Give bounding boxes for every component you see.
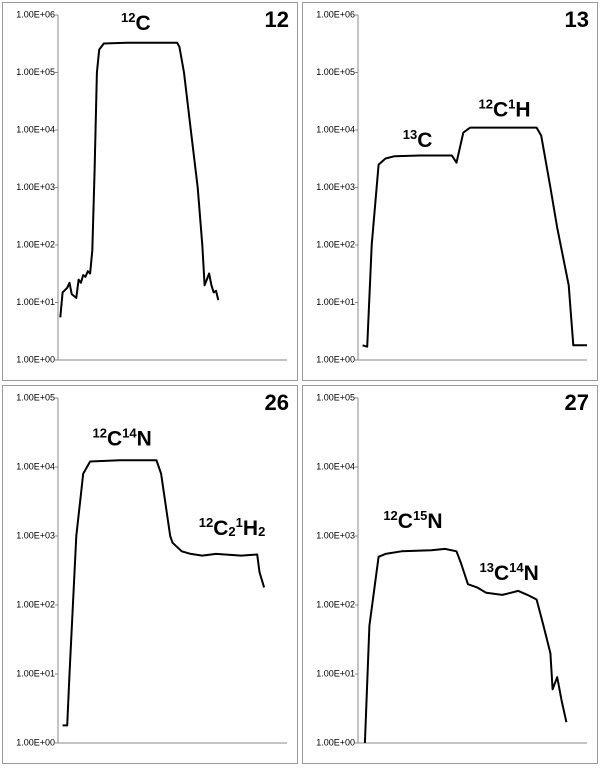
data-line: [363, 547, 568, 744]
panel-number: 12: [265, 7, 289, 32]
y-tick-label: 1.00E+01: [16, 668, 55, 678]
y-tick-label: 1.00E+00: [16, 737, 55, 747]
annotation-part: 15: [413, 508, 427, 523]
annotation-part: 2: [228, 524, 235, 539]
annotation-part: C: [398, 509, 413, 532]
y-tick-label: 1.00E+03: [16, 182, 55, 192]
annotation-part: 13: [403, 126, 417, 141]
y-tick-label: 1.00E+00: [16, 354, 55, 364]
y-tick-label: 1.00E+03: [316, 182, 355, 192]
y-tick-label: 1.00E+01: [316, 297, 355, 307]
annotation-part: 12: [121, 10, 135, 25]
panel: 1.00E+00 1.00E+01 1.00E+02 1.00E+03 1.00E+04…: [2, 385, 298, 764]
annotation-part: 12: [92, 425, 106, 440]
y-tick-label: 1.00E+04: [16, 461, 55, 471]
y-tick-label: 1.00E+06: [16, 9, 55, 19]
annotation-part: C: [107, 427, 122, 450]
y-tick-label: 1.00E+05: [16, 392, 55, 402]
y-tick-label: 1.00E+03: [16, 530, 55, 540]
annotation: 12C14N: [92, 425, 151, 450]
annotation: 13C: [403, 126, 433, 151]
y-tick-label: 1.00E+03: [316, 530, 355, 540]
y-tick-label: 1.00E+02: [316, 239, 355, 249]
annotation-part: 1: [508, 96, 515, 111]
panel: 1.00E+00 1.00E+01 1.00E+02 1.00E+03 1.00E+04…: [2, 2, 298, 381]
data-line: [59, 41, 220, 318]
panel-number: 26: [265, 390, 289, 415]
y-tick-label: 1.00E+05: [316, 67, 355, 77]
y-tick-label: 1.00E+04: [316, 124, 355, 134]
annotation-part: H: [243, 517, 258, 540]
annotation-part: 2: [258, 524, 265, 539]
annotation-part: C: [417, 128, 432, 151]
annotation-part: N: [137, 427, 152, 450]
y-tick-label: 1.00E+02: [16, 599, 55, 609]
panel-number: 13: [565, 7, 589, 32]
y-tick-label: 1.00E+06: [316, 9, 355, 19]
annotation-part: C: [136, 11, 151, 34]
annotation-part: 12: [199, 515, 213, 530]
panel-number: 27: [565, 390, 589, 415]
annotation: 13C14N: [479, 560, 538, 585]
y-tick-label: 1.00E+02: [316, 599, 355, 609]
annotation: 12C21H2: [199, 515, 266, 540]
annotation-part: H: [515, 98, 530, 121]
y-tick-label: 1.00E+01: [16, 297, 55, 307]
annotation-part: 13: [479, 560, 493, 575]
y-tick-label: 1.00E+00: [316, 354, 355, 364]
y-tick-label: 1.00E+05: [316, 392, 355, 402]
annotation-part: 14: [509, 560, 524, 575]
annotation-part: 14: [122, 425, 137, 440]
y-tick-label: 1.00E+04: [16, 124, 55, 134]
annotation-part: 1: [236, 515, 243, 530]
panel-frame: [2, 385, 298, 764]
annotation-part: N: [427, 509, 442, 532]
annotation-part: C: [493, 98, 508, 121]
annotation-part: C: [213, 517, 228, 540]
y-tick-label: 1.00E+02: [16, 239, 55, 249]
y-tick-label: 1.00E+01: [316, 668, 355, 678]
annotation-part: C: [494, 562, 509, 585]
annotation-part: N: [524, 562, 539, 585]
data-line: [62, 459, 266, 727]
annotation: 12C: [121, 10, 151, 35]
panel: 1.00E+00 1.00E+01 1.00E+02 1.00E+03 1.00E+04…: [302, 2, 598, 381]
data-line: [362, 126, 587, 348]
annotation-part: 12: [479, 96, 493, 111]
y-tick-label: 1.00E+05: [16, 67, 55, 77]
annotation-part: 12: [383, 508, 397, 523]
y-tick-label: 1.00E+00: [316, 737, 355, 747]
annotation: 12C1H: [479, 96, 531, 121]
y-tick-label: 1.00E+04: [316, 461, 355, 471]
panel-frame: [302, 2, 598, 381]
panel: 1.00E+00 1.00E+01 1.00E+02 1.00E+03 1.00E+04…: [302, 385, 598, 764]
panel-frame: [302, 385, 598, 764]
annotation: 12C15N: [383, 508, 442, 533]
panel-frame: [2, 2, 298, 381]
